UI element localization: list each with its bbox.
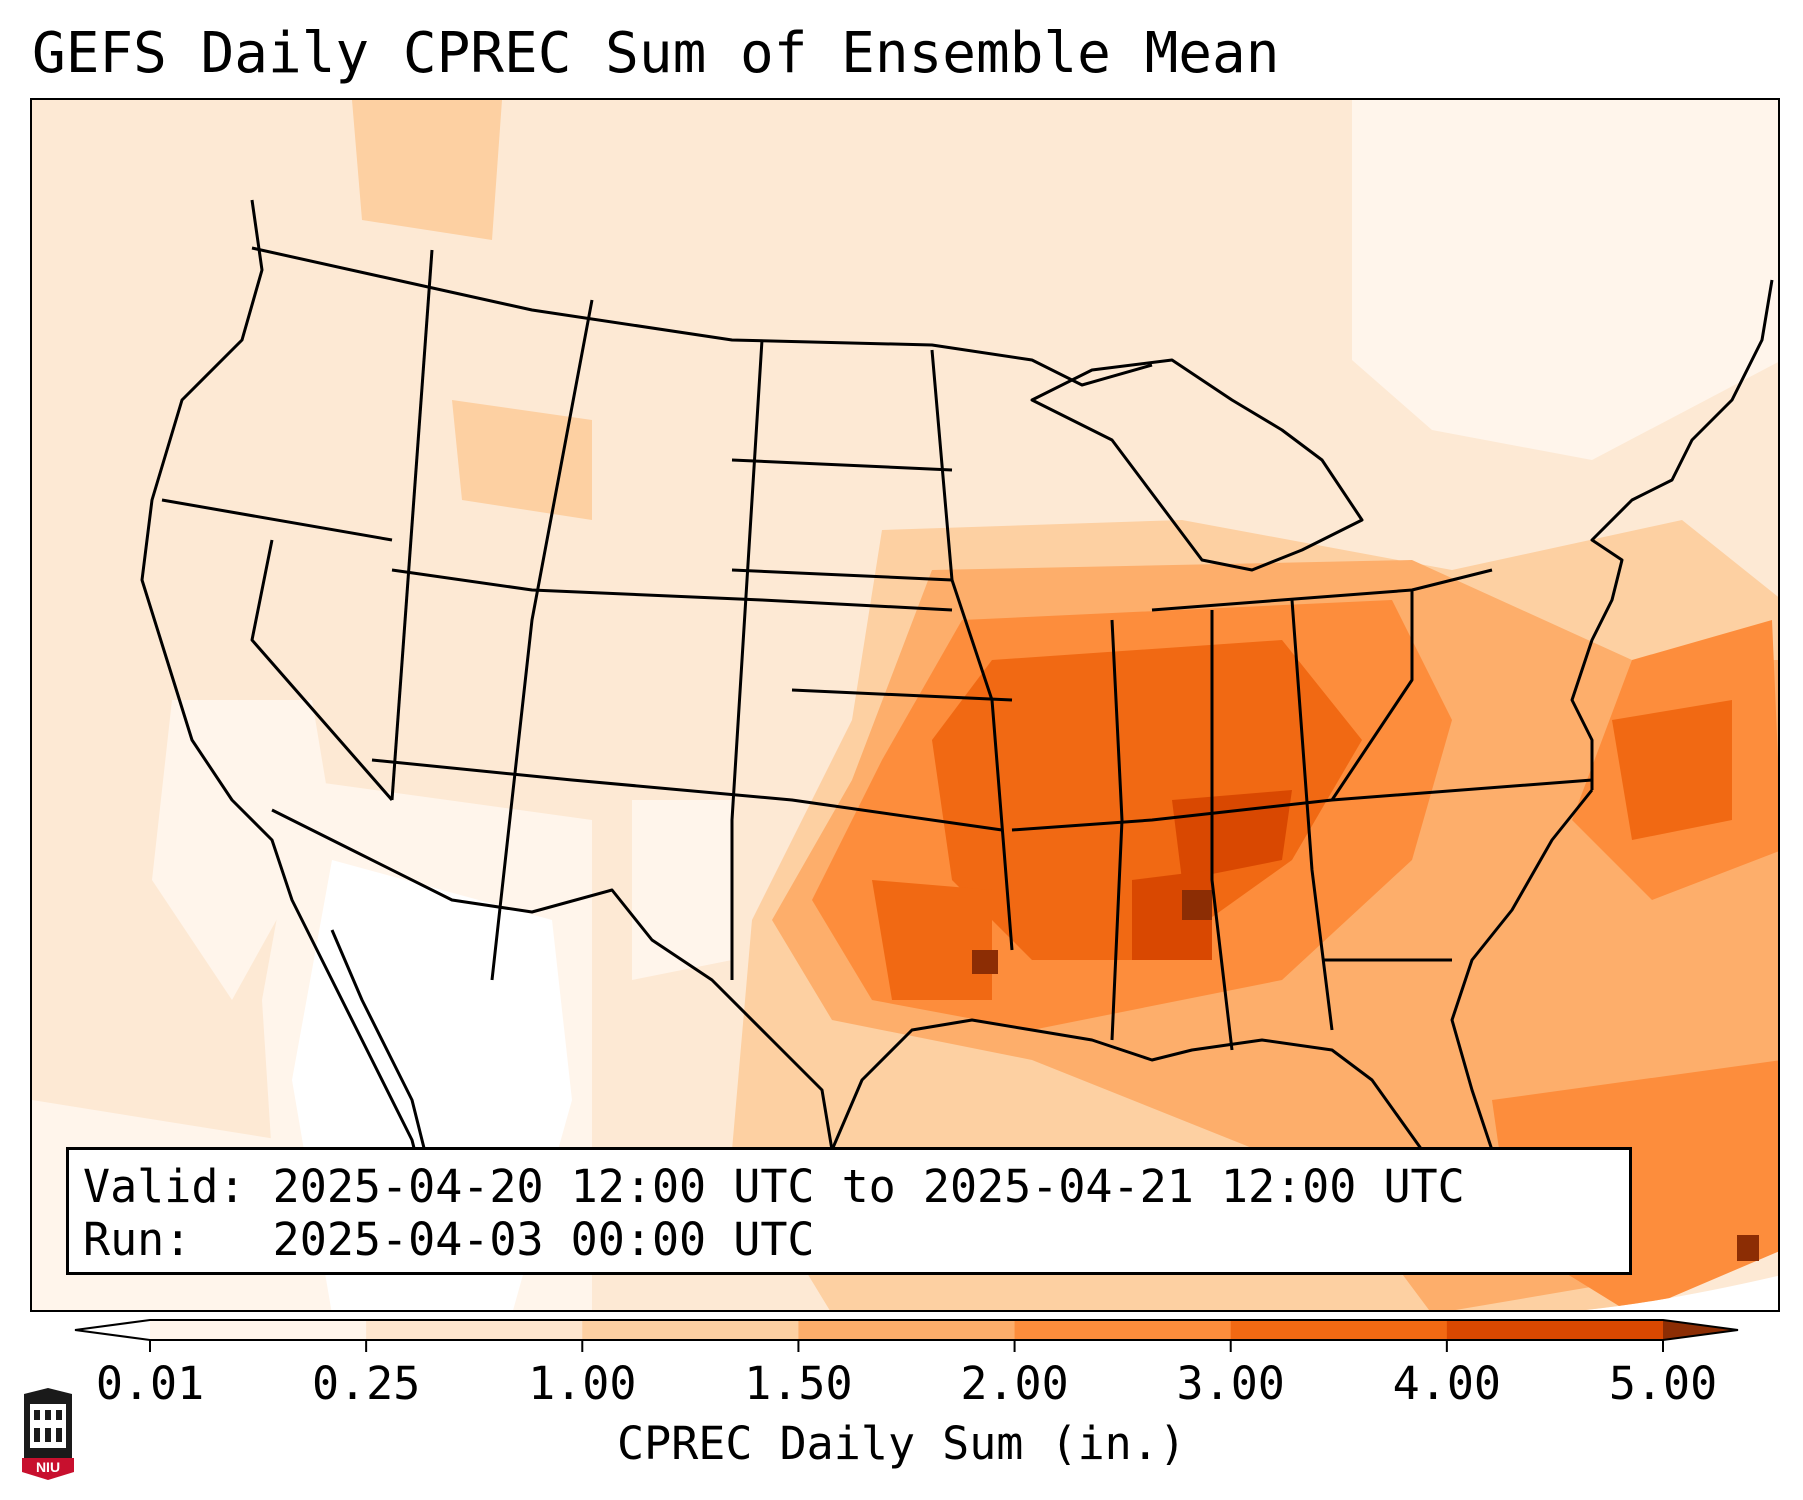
coastline-gulf [830, 1018, 1503, 1262]
colorbar-segments [74, 1319, 1739, 1341]
run-time: 2025-04-03 00:00 UTC [272, 1213, 815, 1266]
state-line [1210, 610, 1234, 1051]
valid-label: Valid: [83, 1160, 246, 1213]
state-line [390, 249, 434, 801]
run-label: Run: [83, 1213, 192, 1266]
precip-field-max [972, 890, 1759, 1261]
state-line [371, 758, 1003, 832]
state-line [250, 539, 394, 801]
colorbar-extend-high [1663, 1320, 1738, 1340]
coastline-west [140, 199, 434, 1221]
colorbar-segment [1014, 1320, 1232, 1340]
border-us-mexico [271, 808, 834, 1151]
colorbar-tick-label: 0.01 [95, 1357, 205, 1410]
colorbar-tick-label: 0.25 [311, 1357, 421, 1410]
chart-title: GEFS Daily CPREC Sum of Ensemble Mean [32, 21, 1280, 86]
state-line [930, 349, 1014, 951]
state-line [1290, 599, 1334, 1031]
state-line [1330, 590, 1414, 801]
colorbar-tick-label: 2.00 [960, 1357, 1069, 1410]
colorbar-segment [150, 1320, 367, 1340]
colorbar-segment [1446, 1320, 1664, 1340]
valid-range: 2025-04-20 12:00 UTC to 2025-04-21 12:00… [272, 1160, 1465, 1213]
validity-info-box: Valid: 2025-04-20 12:00 UTC to 2025-04-2… [66, 1147, 1632, 1275]
colorbar-tick-label: 4.00 [1392, 1357, 1502, 1410]
colorbar-segment [366, 1320, 583, 1340]
state-line [730, 339, 764, 980]
colorbar-segment [798, 1320, 1016, 1340]
colorbar-tick-label: 1.00 [528, 1357, 637, 1410]
colorbar-tick-label: 3.00 [1176, 1357, 1285, 1410]
great-lakes [1030, 358, 1364, 572]
colorbar-extend-low [75, 1320, 150, 1340]
coastline-baja [330, 929, 429, 1161]
state-line [161, 498, 393, 542]
border-us-canada [251, 246, 1153, 387]
state-line [1110, 619, 1124, 1041]
coastline-east [1570, 279, 1774, 790]
state-line [490, 299, 594, 981]
colorbar-tick-label: 1.50 [744, 1357, 853, 1410]
map-boundaries [140, 199, 1774, 1262]
precip-field-intense [872, 640, 1732, 1000]
state-line [731, 458, 953, 472]
state-line [731, 568, 953, 582]
state-line [1011, 778, 1593, 832]
colorbar-ticks [149, 1340, 1664, 1352]
niu-logo: NIU [22, 1388, 74, 1480]
map-panel [30, 98, 1780, 1312]
precip-map [32, 100, 1778, 1310]
niu-logo-text: NIU [36, 1459, 60, 1475]
colorbar-label: CPREC Daily Sum (in.) [617, 1417, 1186, 1470]
state-line [391, 568, 953, 612]
state-line [791, 688, 1013, 702]
colorbar-segment [1230, 1320, 1448, 1340]
colorbar-segment [582, 1320, 799, 1340]
colorbar-tick-label: 5.00 [1608, 1357, 1718, 1410]
colorbar [74, 1319, 1739, 1352]
